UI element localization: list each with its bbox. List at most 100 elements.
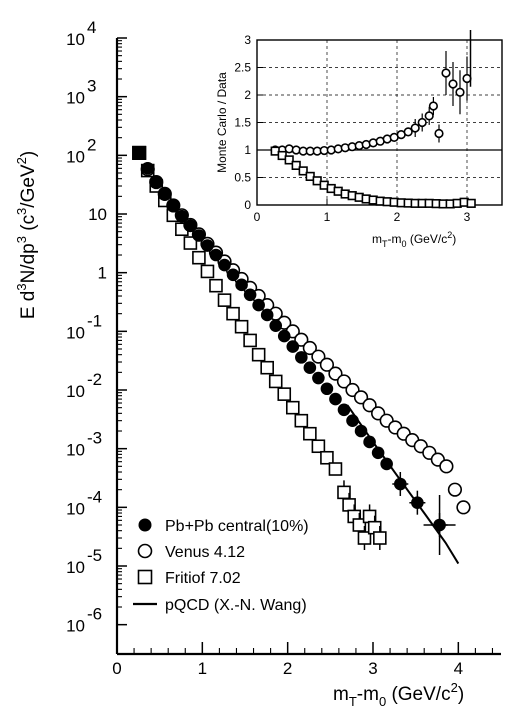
inset-point-venus <box>417 117 427 128</box>
y-tick-label: 10 <box>66 147 85 166</box>
data-point-fritiof <box>311 439 326 454</box>
data-point-venus <box>447 482 463 497</box>
text-part: 10 <box>66 89 85 108</box>
data-point-fritiof <box>352 518 367 532</box>
data-point-venus <box>336 374 352 389</box>
data-point-fritiof <box>217 293 232 307</box>
inset-point-venus <box>403 127 413 137</box>
y-tick-exponent: 3 <box>87 77 96 96</box>
data-point-pbpb <box>243 288 257 302</box>
text-part: m <box>372 232 382 246</box>
inset-x-tick-label: 2 <box>394 210 401 224</box>
text-part: 10 <box>66 30 85 49</box>
inset-y-tick-label: 1 <box>244 143 251 157</box>
inset-point-venus <box>462 73 472 84</box>
data-point-fritiof <box>337 485 351 500</box>
y-axis-title: E d3N/dp3 (c3/GeV2) <box>14 151 39 319</box>
x-tick-label: 4 <box>454 659 463 678</box>
inset-point-fritiof <box>466 198 476 208</box>
inset-point-fritiof <box>291 160 301 171</box>
text-part: 0 <box>379 694 386 709</box>
text-part: 0 <box>402 239 407 249</box>
x-tick-label: 2 <box>283 659 292 678</box>
data-point-pbpb <box>286 340 300 353</box>
inset-y-tick-label: 3 <box>244 33 251 47</box>
data-point-fritiof <box>260 360 274 375</box>
y-tick-exponent: -3 <box>87 429 102 448</box>
text-part: /GeV <box>18 164 39 208</box>
data-point-pbpb <box>132 145 147 160</box>
inset-point-fritiof <box>284 155 294 165</box>
legend-label: Fritiof 7.02 <box>165 570 241 587</box>
data-point-fritiof <box>234 319 249 334</box>
y-tick-label: 10 <box>66 382 85 401</box>
data-point-fritiof <box>243 333 257 348</box>
data-point-venus <box>294 332 309 347</box>
data-point-fritiof <box>226 306 240 321</box>
text-part: 3 <box>14 208 29 215</box>
text-part: 10 <box>66 382 85 401</box>
x-tick-label: 1 <box>198 659 207 678</box>
data-point-fritiof <box>251 347 266 362</box>
inset-x-tick-label: 3 <box>464 210 471 224</box>
data-point-pbpb <box>175 209 189 223</box>
data-point-pbpb <box>411 496 424 509</box>
data-point-pbpb <box>218 258 231 272</box>
data-point-fritiof <box>285 400 300 415</box>
y-tick-label: 1 <box>98 264 107 283</box>
data-point-pbpb <box>329 392 342 406</box>
data-point-pbpb <box>141 162 155 175</box>
inset-y-tick-label: 2.5 <box>234 61 251 75</box>
text-part: 10 <box>66 617 85 636</box>
inset-point-venus <box>434 128 444 139</box>
text-part: -m <box>388 232 402 246</box>
y-tick-exponent: -1 <box>87 311 102 330</box>
data-point-pbpb <box>433 518 446 532</box>
data-point-fritiof <box>373 531 387 545</box>
data-point-venus <box>302 340 317 356</box>
data-point-pbpb <box>167 199 180 212</box>
data-point-fritiof <box>294 413 309 428</box>
y-tick-exponent: -6 <box>87 605 102 624</box>
y-tick-label: 10 <box>66 30 85 49</box>
text-part: E d <box>18 291 39 320</box>
text-part: (GeV/c <box>407 232 448 246</box>
data-point-fritiof <box>303 426 317 441</box>
data-point-pbpb <box>209 248 223 262</box>
legend-label: pQCD (X.-N. Wang) <box>165 597 307 614</box>
data-point-fritiof <box>277 387 292 401</box>
data-point-venus <box>328 366 343 381</box>
inset-y-tick-label: 1.5 <box>234 116 251 130</box>
text-part: 10 <box>66 499 85 518</box>
inset-point-venus <box>428 101 439 111</box>
data-point-pbpb <box>226 268 240 282</box>
data-point-pbpb <box>320 382 334 396</box>
text-part: 2 <box>451 680 458 695</box>
data-point-fritiof <box>200 264 215 279</box>
inset-y-axis-title: Monte Carlo / Data <box>215 72 229 173</box>
data-point-pbpb <box>269 319 283 332</box>
inset-y-tick-label: 0 <box>244 198 251 212</box>
inset-y-tick-label: 0.5 <box>234 171 251 185</box>
data-point-pbpb <box>354 424 368 438</box>
inset-point-venus <box>424 111 434 121</box>
text-part: N/dp <box>18 243 39 283</box>
inset-point-venus <box>410 123 420 133</box>
text-part: 2 <box>447 230 452 240</box>
data-point-pbpb <box>295 351 308 364</box>
y-tick-exponent: -4 <box>87 487 102 506</box>
y-tick-label: 10 <box>88 205 107 224</box>
y-tick-exponent: 4 <box>87 18 96 37</box>
text-part: m <box>333 684 349 705</box>
data-point-pbpb <box>260 308 274 322</box>
data-point-pbpb <box>394 477 407 491</box>
text-part: ) <box>458 684 464 705</box>
text-part: 3 <box>14 236 29 243</box>
x-tick-label: 0 <box>112 659 121 678</box>
data-point-venus <box>456 500 471 515</box>
text-part: 2 <box>14 157 29 164</box>
data-point-pbpb <box>380 457 393 471</box>
